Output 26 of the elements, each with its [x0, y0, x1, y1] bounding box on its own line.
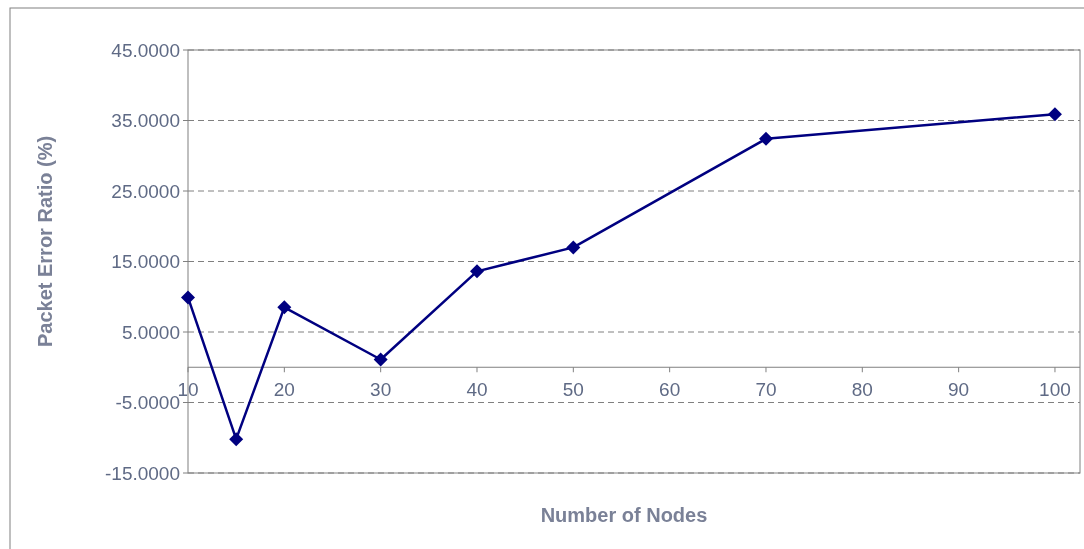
y-tick-label: 45.0000	[111, 39, 180, 61]
point	[277, 300, 292, 315]
y-tick-label: 25.0000	[111, 180, 180, 202]
x-tick-label: 20	[273, 379, 295, 401]
point	[758, 131, 773, 146]
y-axis-title: Packet Error Ratio (%)	[34, 135, 56, 348]
point	[373, 352, 388, 367]
y-tick-label: 15.0000	[111, 251, 180, 273]
point	[229, 432, 244, 447]
x-tick-label: 30	[370, 379, 392, 401]
point	[181, 290, 195, 305]
x-tick-label: 80	[851, 379, 873, 401]
point	[566, 240, 581, 255]
x-tick-label: 90	[948, 379, 970, 401]
x-tick-label: 100	[1039, 379, 1071, 401]
x-tick-label: 40	[466, 379, 488, 401]
x-tick-label: 60	[659, 379, 681, 401]
y-tick-label: 35.0000	[111, 110, 180, 132]
y-tick-label: -5.0000	[115, 392, 180, 414]
point	[469, 264, 484, 279]
x-tick-label: 70	[755, 379, 777, 401]
x-tick-label: 50	[562, 379, 584, 401]
x-axis-title: Number of Nodes	[540, 504, 708, 526]
y-tick-label: 5.0000	[121, 321, 180, 343]
point	[1047, 107, 1062, 122]
y-tick-label: -15.0000	[104, 462, 180, 484]
